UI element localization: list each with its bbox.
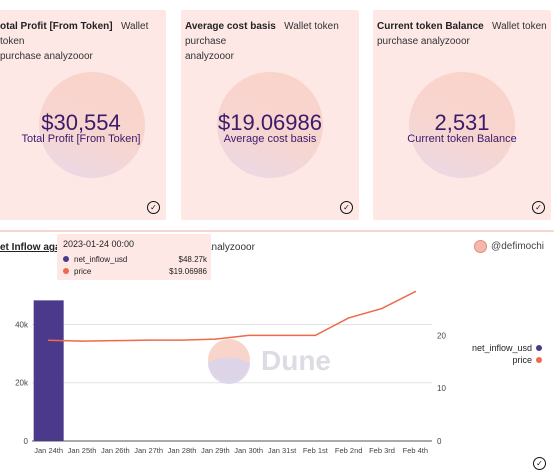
price-point <box>347 317 350 319</box>
price-point <box>281 334 283 337</box>
x-tick-label: Jan 31st <box>268 446 297 455</box>
profit-card: otal Profit [From Token] Wallet token pu… <box>0 10 166 220</box>
chart-title[interactable]: et Inflow agai <box>0 242 64 253</box>
avatar <box>474 240 488 253</box>
price-point <box>314 334 317 337</box>
x-tick-label: Jan 27th <box>134 446 163 455</box>
tooltip-row: net_inflow_usd $48.27k <box>63 253 207 265</box>
price-point <box>381 307 383 310</box>
y-right-tick-label: 10 <box>437 384 446 393</box>
y-left-tick-label: 20k <box>15 379 29 388</box>
tooltip-series-value: $48.27k <box>178 254 207 264</box>
counter-badge <box>217 72 323 178</box>
x-tick-label: Jan 30th <box>234 446 263 455</box>
x-tick-label: Jan 28th <box>168 446 197 455</box>
x-tick-label: Feb 2nd <box>335 446 363 455</box>
price-point <box>147 339 150 341</box>
legend-item-price[interactable]: price <box>512 355 542 365</box>
avg-cost-card: Average cost basis Wallet token purchase… <box>181 10 359 220</box>
x-tick-label: Jan 24th <box>34 446 63 455</box>
chart-subtitle: analyzooor <box>206 242 255 253</box>
profit-card-title: otal Profit [From Token] Wallet token pu… <box>0 21 149 62</box>
price-point <box>81 340 83 342</box>
chart: Dune 0 20k 40k 0 10 20 Jan 24th Jan 25th Jan 26t… <box>15 290 446 455</box>
check-circle-icon[interactable]: ✓ <box>147 201 160 214</box>
series-dot-icon <box>63 268 69 274</box>
price-point <box>247 334 250 337</box>
legend-item-net-inflow[interactable]: net_inflow_usd <box>472 343 542 353</box>
check-circle-icon[interactable]: ✓ <box>532 201 545 214</box>
balance-label: Current token Balance <box>407 133 517 145</box>
legend-dot-icon <box>536 357 542 363</box>
price-point <box>214 338 217 340</box>
y-left-tick-label: 40k <box>15 320 29 329</box>
dune-watermark-text: Dune <box>261 345 331 376</box>
profit-label: Total Profit [From Token] <box>21 133 141 145</box>
bar <box>33 300 64 441</box>
balance-value: 2,531 <box>434 110 490 135</box>
profit-value: $30,554 <box>41 110 121 135</box>
price-point <box>114 339 117 342</box>
y-right-tick-label: 0 <box>437 437 442 446</box>
counter-badge <box>409 72 515 178</box>
price-point <box>414 290 417 293</box>
counter-badge <box>39 72 145 178</box>
x-tick-label: Jan 26th <box>101 446 130 455</box>
price-point <box>47 339 50 342</box>
price-line <box>48 290 416 342</box>
tooltip-date: 2023-01-24 00:00 <box>63 239 135 249</box>
y-right-tick-label: 20 <box>437 331 446 340</box>
chart-tooltip: 2023-01-24 00:00 net_inflow_usd $48.27k … <box>57 234 211 280</box>
chart-panel: et Inflow agai analyzooor @defimochi Dun… <box>0 230 554 474</box>
dune-watermark: Dune <box>208 339 331 384</box>
x-tick-label: Jan 25th <box>68 446 97 455</box>
tooltip-series-name: net_inflow_usd <box>74 254 128 264</box>
legend-label: net_inflow_usd <box>471 343 532 353</box>
tooltip-row: price $19.06986 <box>63 265 207 277</box>
legend-label: price <box>512 355 532 365</box>
check-circle-icon[interactable]: ✓ <box>533 457 546 470</box>
series-dot-icon <box>63 256 69 262</box>
avg-cost-label: Average cost basis <box>223 133 317 145</box>
author[interactable]: @defimochi <box>474 240 544 253</box>
x-tick-label: Feb 1st <box>303 446 329 455</box>
x-tick-label: Feb 4th <box>403 446 428 455</box>
check-circle-icon[interactable]: ✓ <box>340 201 353 214</box>
avg-cost-value: $19.06986 <box>218 110 322 135</box>
balance-card-title: Current token Balance Wallet token purch… <box>377 21 547 47</box>
balance-card: Current token Balance Wallet token purch… <box>373 10 551 220</box>
legend-dot-icon <box>536 345 542 351</box>
tooltip-series-value: $19.06986 <box>169 266 207 276</box>
x-tick-label: Feb 3rd <box>369 446 395 455</box>
avg-cost-card-title: Average cost basis Wallet token purchase… <box>185 21 339 62</box>
tooltip-series-name: price <box>74 266 92 276</box>
x-tick-label: Jan 29th <box>201 446 230 455</box>
dune-logo-shade <box>208 357 250 384</box>
y-left-tick-label: 0 <box>24 437 29 446</box>
price-point <box>181 339 183 341</box>
author-handle: @defimochi <box>491 241 544 252</box>
